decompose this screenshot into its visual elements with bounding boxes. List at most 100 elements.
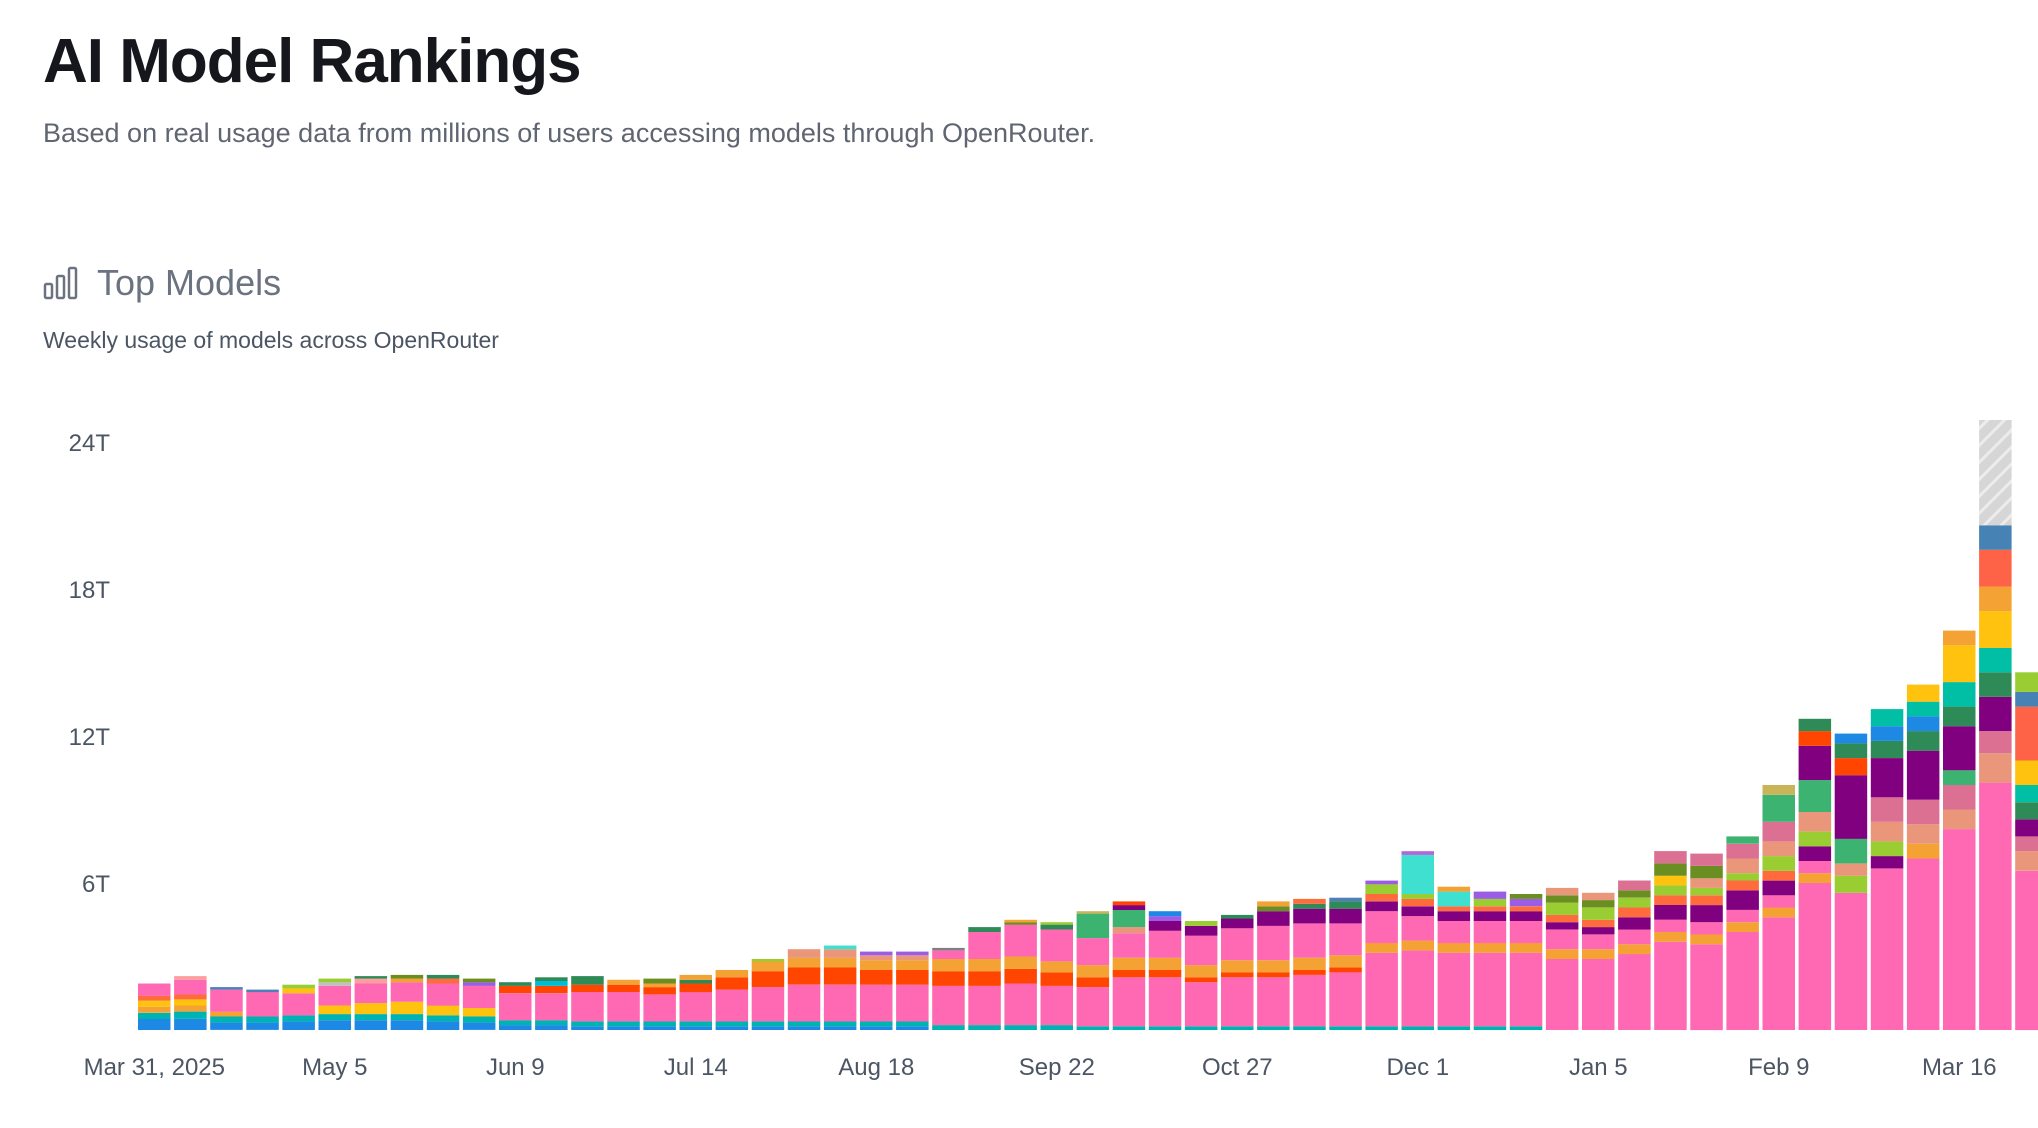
bar-segment[interactable] xyxy=(1762,917,1796,1030)
bar-segment[interactable] xyxy=(1473,943,1507,953)
bar-segment[interactable] xyxy=(1654,875,1687,886)
bar-segment[interactable] xyxy=(1690,944,1723,1031)
bar-segment[interactable] xyxy=(1618,890,1651,898)
bar-segment[interactable] xyxy=(1582,927,1615,935)
bar-segment[interactable] xyxy=(390,1001,424,1015)
bar-segment[interactable] xyxy=(1076,987,1110,1027)
bar-segment[interactable] xyxy=(1834,838,1868,864)
bar-segment[interactable] xyxy=(679,1026,713,1030)
bar-segment[interactable] xyxy=(1148,921,1182,931)
bar-segment[interactable] xyxy=(715,989,749,1022)
bar-segment[interactable] xyxy=(932,950,965,959)
bar-segment[interactable] xyxy=(1726,890,1759,910)
bar-segment[interactable] xyxy=(462,982,496,986)
bar-segment[interactable] xyxy=(1365,901,1398,912)
bar-segment[interactable] xyxy=(1690,895,1723,906)
bar-segment[interactable] xyxy=(1221,1026,1254,1030)
bar-segment[interactable] xyxy=(1004,922,1037,925)
bar-segment[interactable] xyxy=(1798,873,1832,883)
bar-segment[interactable] xyxy=(643,994,676,1022)
bar-week[interactable] xyxy=(1473,891,1507,1030)
bar-segment[interactable] xyxy=(1582,959,1615,1030)
bar-segment[interactable] xyxy=(1762,880,1796,896)
bar-segment[interactable] xyxy=(354,1014,388,1021)
bar-segment[interactable] xyxy=(751,1026,785,1030)
bar-segment[interactable] xyxy=(1798,718,1832,732)
bar-segment[interactable] xyxy=(174,994,207,1000)
bar-week[interactable] xyxy=(1076,911,1110,1030)
bar-segment[interactable] xyxy=(1545,959,1579,1030)
bar-week[interactable] xyxy=(138,983,171,1031)
bar-segment[interactable] xyxy=(1401,851,1435,855)
bar-segment[interactable] xyxy=(462,1016,496,1023)
bar-segment[interactable] xyxy=(1257,911,1290,926)
bar-segment[interactable] xyxy=(896,960,929,970)
bar-segment[interactable] xyxy=(1582,907,1615,920)
bar-segment[interactable] xyxy=(1834,758,1868,776)
bar-segment[interactable] xyxy=(2015,760,2038,786)
bar-segment[interactable] xyxy=(1906,716,1940,732)
bar-segment[interactable] xyxy=(390,978,424,983)
bar-segment[interactable] xyxy=(210,989,243,1012)
bar-segment[interactable] xyxy=(1979,782,2012,1030)
bar-segment[interactable] xyxy=(1148,970,1182,978)
bar-segment[interactable] xyxy=(1437,1026,1471,1030)
bar-segment[interactable] xyxy=(1798,883,1832,1030)
bar-segment[interactable] xyxy=(1618,929,1651,945)
bar-segment[interactable] xyxy=(968,985,1001,1026)
bar-segment[interactable] xyxy=(571,1026,604,1030)
bar-segment[interactable] xyxy=(643,1021,676,1027)
bar-segment[interactable] xyxy=(318,1005,352,1015)
bar-segment[interactable] xyxy=(1762,895,1796,908)
bar-segment[interactable] xyxy=(1870,868,1904,1030)
bar-week[interactable] xyxy=(1293,898,1326,1030)
bar-segment[interactable] xyxy=(1329,908,1362,924)
bar-segment[interactable] xyxy=(787,967,821,985)
bar-segment[interactable] xyxy=(1112,977,1146,1027)
bar-segment[interactable] xyxy=(751,971,785,988)
bar-segment[interactable] xyxy=(1582,934,1615,950)
bar-segment[interactable] xyxy=(1870,726,1904,741)
bar-segment[interactable] xyxy=(174,979,207,995)
bar-segment[interactable] xyxy=(1112,933,1146,958)
bar-segment[interactable] xyxy=(1221,914,1254,919)
bar-week[interactable] xyxy=(751,959,785,1030)
bar-segment[interactable] xyxy=(282,984,315,989)
bar-segment[interactable] xyxy=(1473,952,1507,1027)
bar-segment[interactable] xyxy=(1545,887,1579,896)
bar-segment[interactable] xyxy=(1257,925,1290,961)
bar-segment[interactable] xyxy=(1798,846,1832,861)
bar-week[interactable] xyxy=(246,989,279,1030)
bar-segment[interactable] xyxy=(174,999,207,1006)
bar-segment[interactable] xyxy=(1979,611,2012,648)
bar-segment[interactable] xyxy=(1618,897,1651,908)
bar-segment[interactable] xyxy=(1148,911,1182,917)
bar-segment[interactable] xyxy=(1401,898,1435,907)
bar-segment[interactable] xyxy=(932,971,965,986)
bar-segment[interactable] xyxy=(1221,977,1254,1027)
bar-segment[interactable] xyxy=(1040,961,1074,973)
bar-segment[interactable] xyxy=(1979,696,2012,732)
bar-segment[interactable] xyxy=(2015,672,2038,692)
bar-week[interactable] xyxy=(1437,886,1471,1030)
bar-segment[interactable] xyxy=(1906,684,1940,702)
bar-segment[interactable] xyxy=(1906,701,1940,717)
bar-segment[interactable] xyxy=(1184,1026,1218,1030)
bar-week[interactable] xyxy=(1040,922,1074,1030)
bar-segment[interactable] xyxy=(1943,630,1976,646)
bar-segment[interactable] xyxy=(1726,843,1759,859)
bar-segment[interactable] xyxy=(246,1022,279,1030)
bar-segment[interactable] xyxy=(679,1021,713,1027)
bar-segment[interactable] xyxy=(535,1020,568,1026)
bar-segment[interactable] xyxy=(751,959,785,962)
bar-segment[interactable] xyxy=(1473,921,1507,944)
bar-segment[interactable] xyxy=(1726,909,1759,923)
bar-segment[interactable] xyxy=(1184,921,1218,926)
bar-segment[interactable] xyxy=(823,949,857,958)
bar-segment[interactable] xyxy=(896,951,929,956)
bar-segment[interactable] xyxy=(896,1026,929,1030)
bar-segment[interactable] xyxy=(860,984,893,1022)
bar-segment[interactable] xyxy=(860,1021,893,1027)
bar-segment[interactable] xyxy=(1329,967,1362,973)
bar-segment[interactable] xyxy=(246,1016,279,1023)
